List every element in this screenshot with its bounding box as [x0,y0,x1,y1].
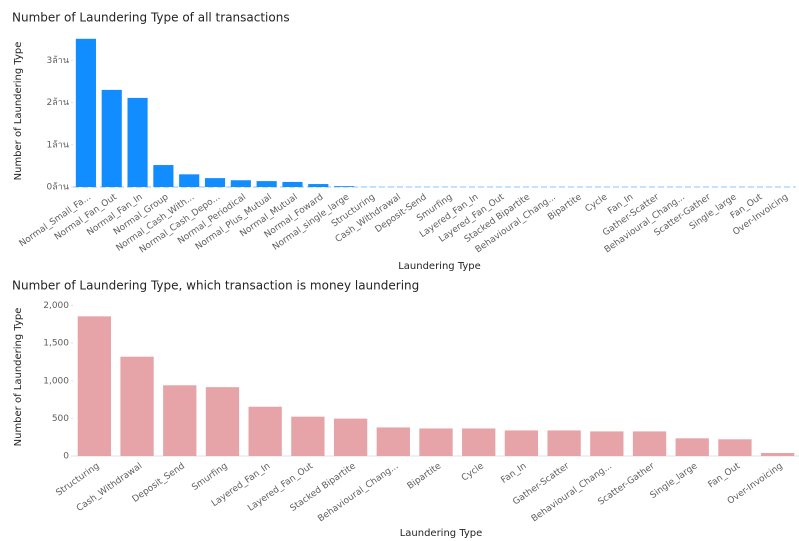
bar [101,89,122,187]
y-tick-label: 3ล้าน [47,55,69,66]
y-axis-title: Number of Laundering Type [13,308,24,447]
y-tick-label: 2,000 [43,301,69,311]
bar [760,452,795,456]
bar [376,427,410,456]
bar [462,428,496,456]
y-tick-label: 2ล้าน [47,97,69,108]
x-axis-title: Laundering Type [398,261,481,272]
x-tick-label: Smurfing [190,461,229,493]
bar [205,387,240,456]
bar [75,38,96,187]
bar [77,316,112,456]
bar [308,184,329,187]
chart-title: Number of Laundering Type, which transac… [12,279,419,293]
y-tick-label: 1,000 [43,376,69,386]
bar [718,439,752,456]
y-tick-label: 500 [52,414,69,424]
bar [590,431,624,456]
y-tick-label: 1ล้าน [47,139,69,150]
x-axis-title: Laundering Type [400,528,483,539]
bar [127,97,148,187]
bar [632,431,667,456]
bar [230,180,251,187]
y-tick-label: 0ล้าน [47,182,69,193]
bar [291,416,325,456]
bar [204,178,226,187]
bar [120,356,154,456]
y-tick-label: 0 [63,452,69,462]
x-tick-label: Bipartite [406,461,444,492]
bar [333,418,368,456]
chart-title: Number of Laundering Type of all transac… [12,11,290,25]
bar [419,428,453,456]
bar [675,438,709,456]
x-tick-label: Cycle [584,192,610,215]
bar [248,406,282,456]
x-tick-label: Behavioural_Chang... [530,461,614,524]
y-tick-label: 1,500 [43,339,69,349]
bar [153,165,174,187]
bar [282,181,303,187]
bar [163,385,197,456]
x-tick-label: Cycle [460,461,486,484]
bar [179,174,200,187]
bar [547,430,581,456]
x-tick-label: Fan_Out [707,461,743,490]
bar [256,181,277,187]
y-axis-title: Number of Laundering Type [13,42,24,181]
bar [504,430,539,456]
bar [334,186,355,187]
x-tick-label: Fan_In [500,461,529,486]
x-tick-label: Single_large [649,461,700,501]
x-tick-label: Behavioural_Chang... [316,461,400,524]
